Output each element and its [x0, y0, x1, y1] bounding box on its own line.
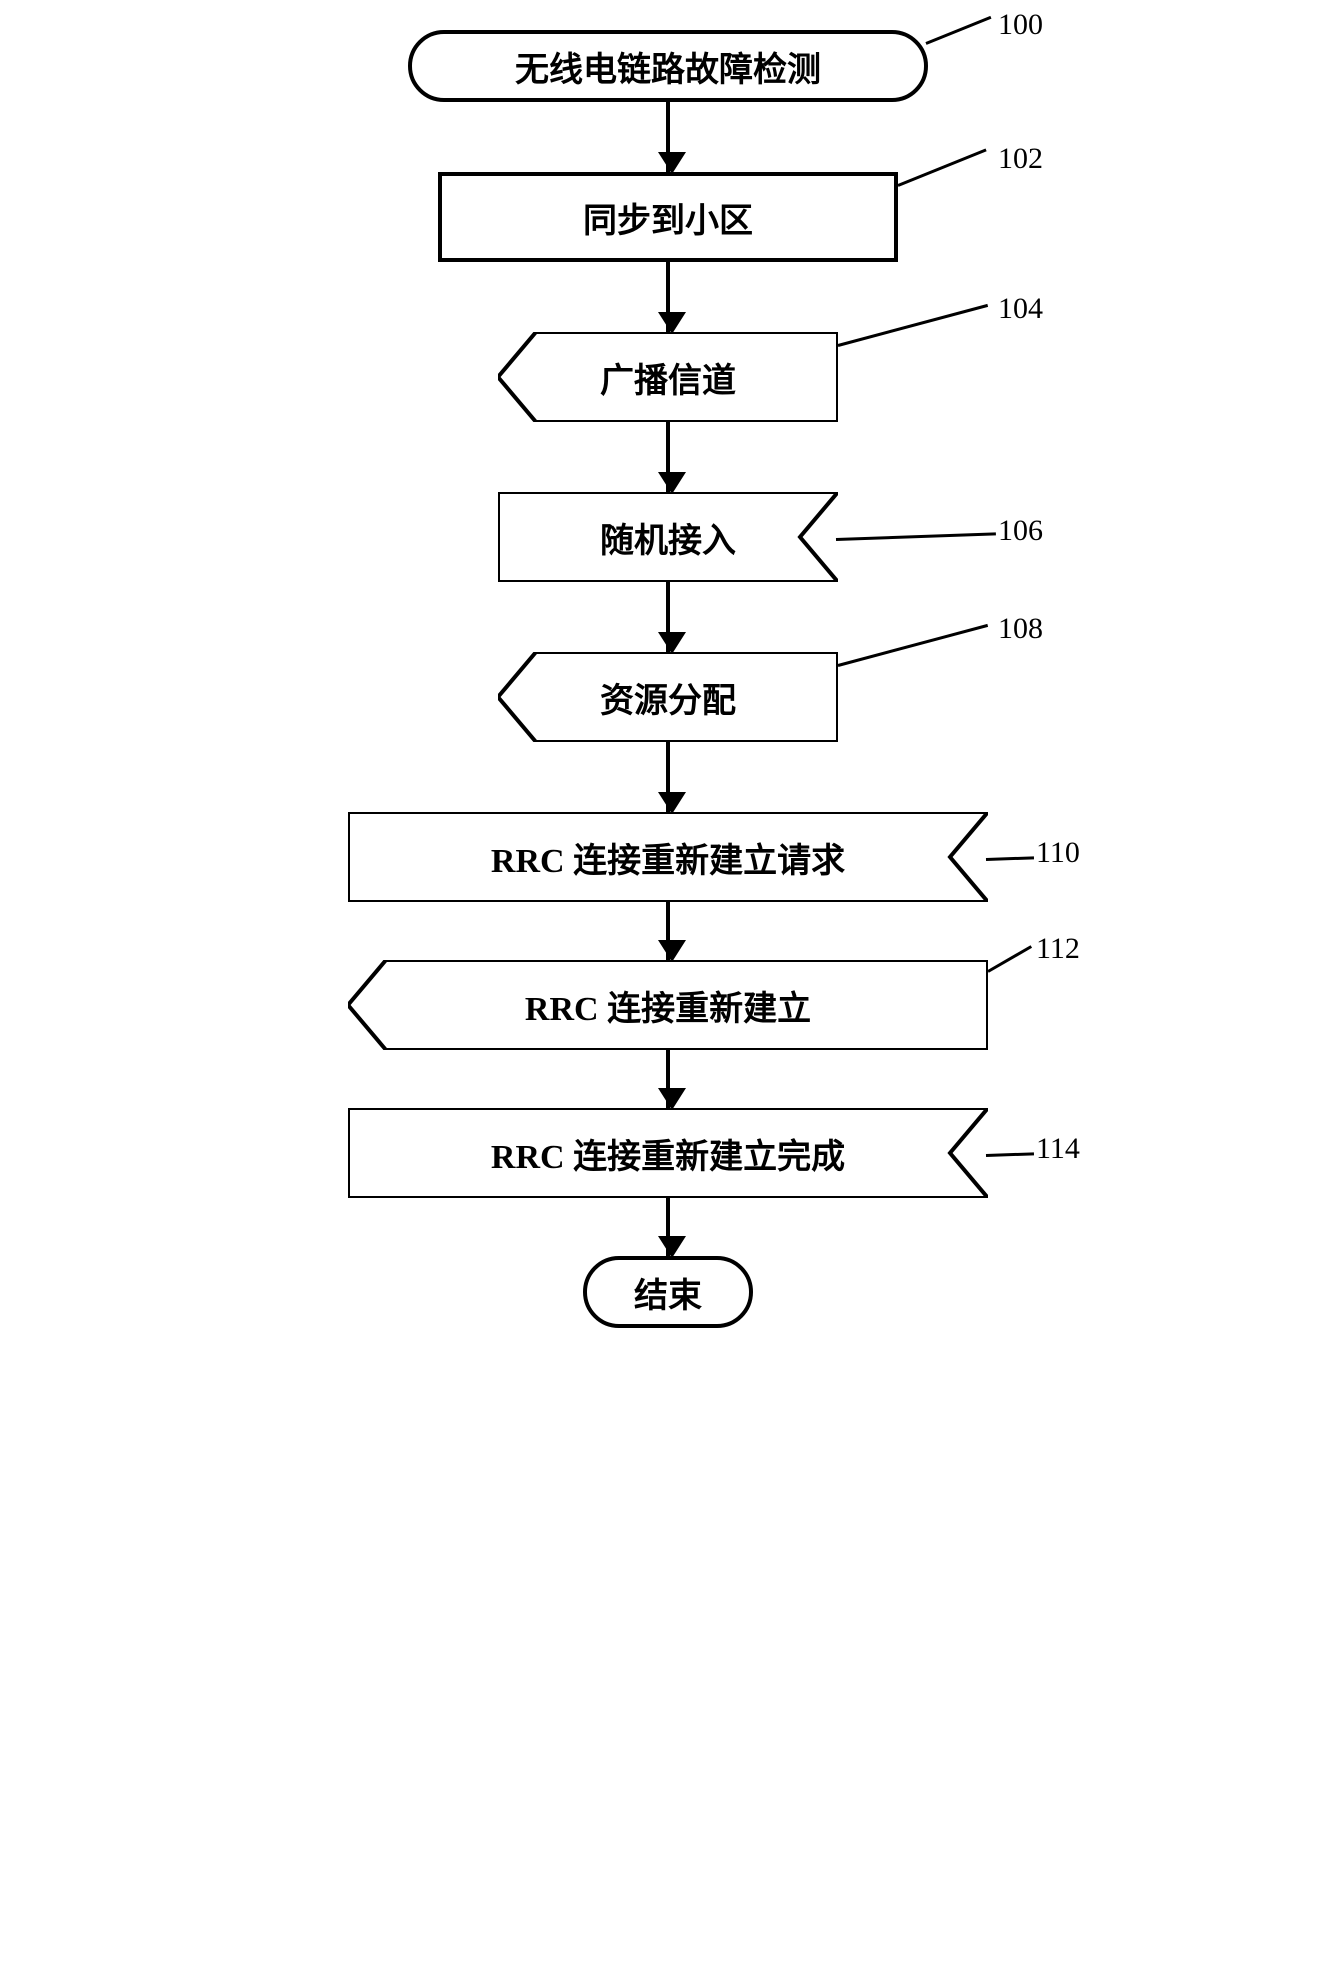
leader-104	[838, 304, 988, 347]
terminator-end: 结束	[583, 1256, 753, 1328]
leader-102	[897, 149, 986, 187]
step-sync: 同步到小区 102	[218, 172, 1118, 262]
shape-req: RRC 连接重新建立请求	[348, 812, 988, 902]
label-sync: 同步到小区	[583, 193, 753, 242]
step-req: RRC 连接重新建立请求 110	[218, 812, 1118, 902]
tag-104: 104	[998, 292, 1043, 326]
tag-100: 100	[998, 8, 1043, 42]
connector-6	[666, 902, 670, 960]
terminator-start: 无线电链路故障检测	[408, 30, 928, 102]
flowchart-container: 无线电链路故障检测 100 同步到小区 102 广播信道 104 随机接入	[218, 30, 1118, 1328]
leader-114	[986, 1152, 1034, 1157]
tag-106: 106	[998, 514, 1043, 548]
tag-108: 108	[998, 612, 1043, 646]
process-sync: 同步到小区	[438, 172, 898, 262]
step-reest: RRC 连接重新建立 112	[218, 960, 1118, 1050]
shape-alloc: 资源分配	[498, 652, 838, 742]
label-detect: 无线电链路故障检测	[515, 42, 821, 91]
connector-1	[666, 102, 670, 172]
step-end: 结束	[218, 1256, 1118, 1328]
connector-2	[666, 262, 670, 332]
shape-bcast: 广播信道	[498, 332, 838, 422]
leader-110	[986, 856, 1034, 861]
step-bcast: 广播信道 104	[218, 332, 1118, 422]
step-detect: 无线电链路故障检测 100	[218, 30, 1118, 102]
shape-reest: RRC 连接重新建立	[348, 960, 988, 1050]
leader-108	[838, 624, 988, 667]
tag-110: 110	[1036, 836, 1080, 870]
tag-114: 114	[1036, 1132, 1080, 1166]
connector-8	[666, 1198, 670, 1256]
step-rach: 随机接入 106	[218, 492, 1118, 582]
shape-complete: RRC 连接重新建立完成	[348, 1108, 988, 1198]
connector-4	[666, 582, 670, 652]
leader-100	[925, 16, 991, 45]
tag-102: 102	[998, 142, 1043, 176]
connector-5	[666, 742, 670, 812]
leader-112	[987, 945, 1032, 973]
tag-112: 112	[1036, 932, 1080, 966]
connector-7	[666, 1050, 670, 1108]
step-alloc: 资源分配 108	[218, 652, 1118, 742]
connector-3	[666, 422, 670, 492]
step-complete: RRC 连接重新建立完成 114	[218, 1108, 1118, 1198]
leader-106	[836, 532, 996, 541]
label-end: 结束	[634, 1268, 702, 1317]
shape-rach: 随机接入	[498, 492, 838, 582]
